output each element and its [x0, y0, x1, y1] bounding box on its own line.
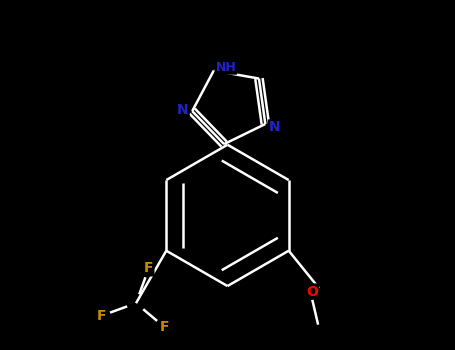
Text: O: O	[306, 285, 318, 299]
Text: F: F	[96, 309, 106, 323]
Text: N: N	[269, 120, 281, 134]
Text: NH: NH	[216, 61, 236, 74]
Text: F: F	[160, 320, 169, 334]
Text: N: N	[177, 103, 188, 117]
Text: F: F	[144, 261, 153, 275]
